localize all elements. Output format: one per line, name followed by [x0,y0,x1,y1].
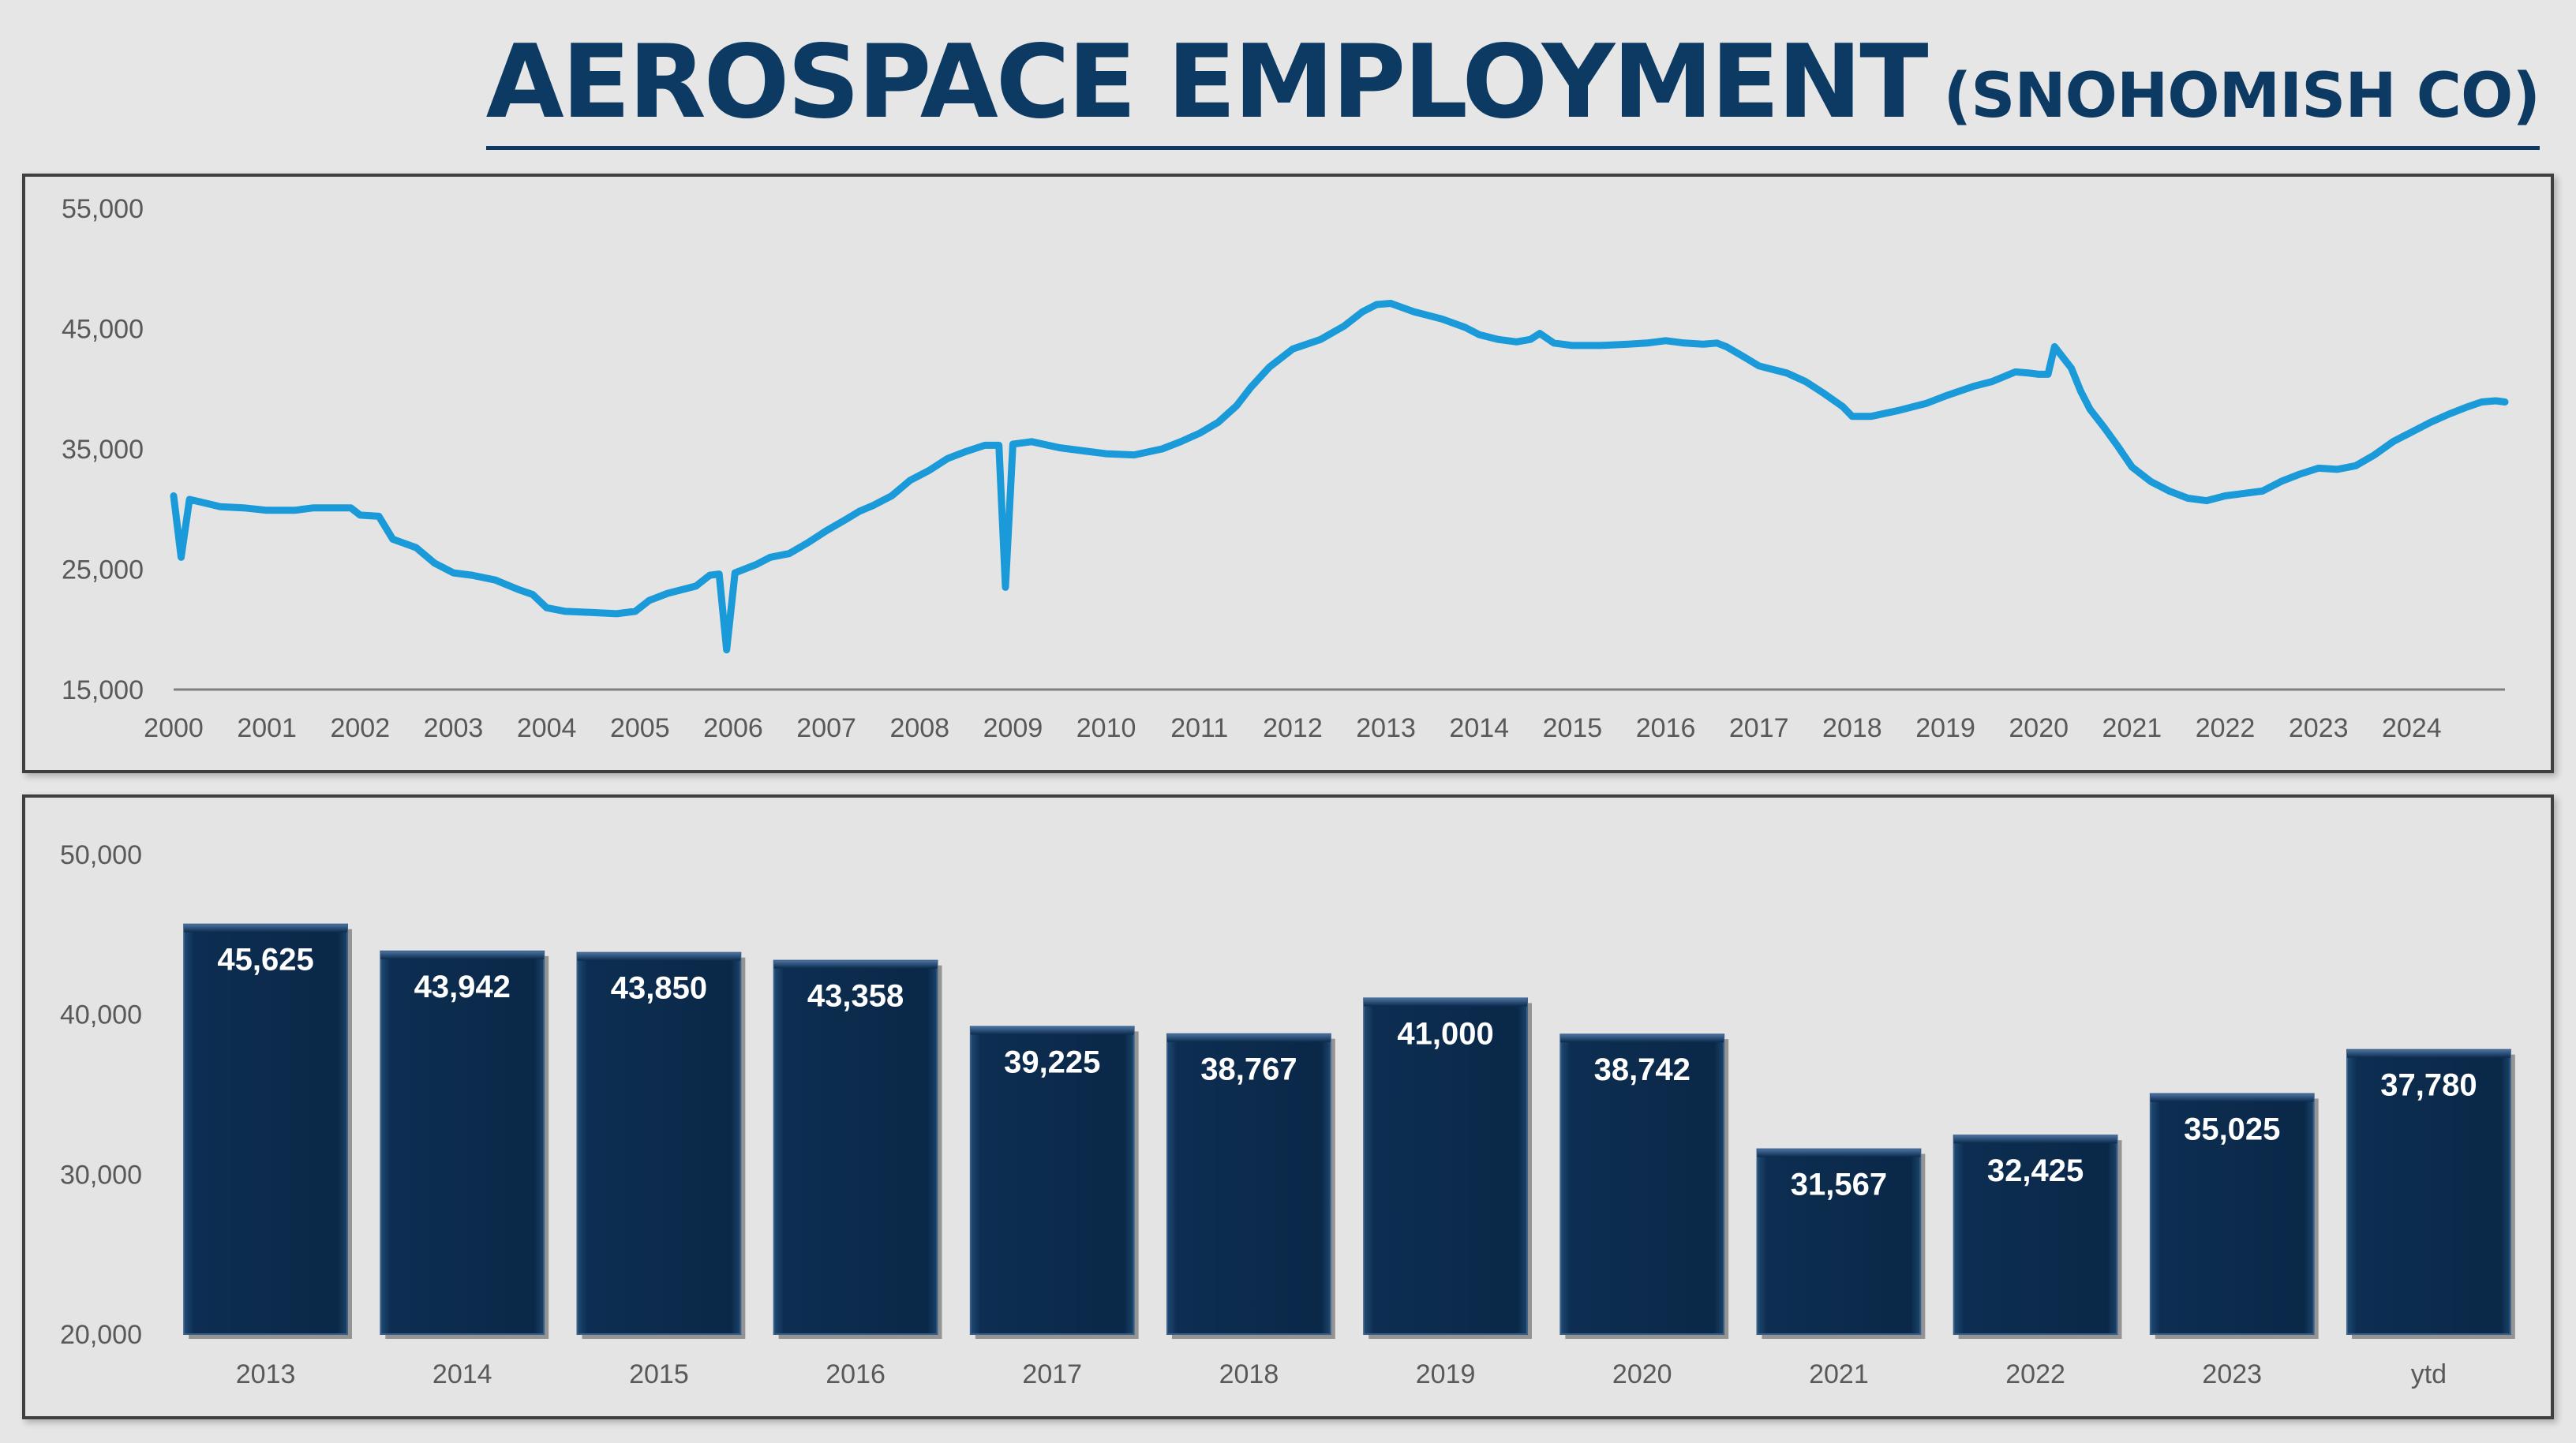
x-tick-label: 2008 [889,713,949,743]
bar-top-bevel [1560,1034,1724,1043]
x-tick-label: 2022 [2196,713,2256,743]
x-tick-label: 2005 [610,713,670,743]
x-tick-label: 2018 [1822,713,1882,743]
x-tick-label: 2020 [1612,1359,1672,1389]
y-tick-label: 20,000 [60,1320,142,1350]
bar [1166,1033,1331,1335]
bar [2346,1049,2511,1335]
bar-value-label: 31,567 [1791,1168,1887,1202]
bar-chart-panel: 20,000 30,000 40,000 50,000 45,625 2013 43,942… [22,794,2554,1419]
bar-top-bevel [1364,998,1527,1007]
x-tick-label: 2020 [2009,713,2069,743]
y-tick-label: 30,000 [60,1160,142,1190]
bar-top-bevel [2150,1093,2314,1102]
x-tick-label: 2002 [330,713,390,743]
x-tick-label: 2004 [517,713,577,743]
employment-line [170,300,2509,654]
y-tick-label: 25,000 [62,555,144,585]
bar-top-bevel [1167,1034,1331,1042]
x-tick-label: 2014 [432,1359,492,1389]
x-tick-label: 2003 [424,713,484,743]
bar-value-label: 43,850 [611,971,707,1006]
y-tick-label: 55,000 [62,194,144,224]
x-tick-label: 2006 [703,713,763,743]
bar [1953,1135,2118,1336]
bar-value-label: 43,942 [414,970,511,1004]
bar-value-label: 35,025 [2184,1112,2280,1146]
bar-value-label: 38,742 [1594,1052,1690,1087]
bar [1559,1034,1725,1335]
y-tick-label: 40,000 [60,1000,142,1030]
x-tick-label: 2017 [1022,1359,1082,1389]
bar [773,959,938,1335]
x-tick-label: 2007 [796,713,856,743]
bar [1756,1148,1922,1335]
bar [183,923,348,1335]
title-subtitle: (SNOHOMISH CO) [1943,61,2540,132]
x-tick-label: 2021 [1809,1359,1869,1389]
bar [380,950,545,1336]
x-tick-label: 2017 [1729,713,1789,743]
x-tick-label: 2024 [2382,713,2442,743]
x-tick-label: 2015 [1543,713,1603,743]
bar [1363,997,1528,1335]
bar-top-bevel [2347,1049,2510,1058]
bar-top-bevel [773,960,938,969]
x-tick-label: 2009 [983,713,1043,743]
x-tick-label: 2022 [2005,1359,2065,1389]
line-chart-panel: 15,000 25,000 35,000 45,000 55,000 2000 2001 20… [22,174,2554,773]
x-tick-label: 2010 [1076,713,1136,743]
title-main: AEROSPACE EMPLOYMENT [485,24,1929,141]
y-tick-label: 15,000 [62,675,144,705]
bar-top-bevel [184,924,347,933]
bar-top-bevel [970,1026,1134,1035]
x-tick-label: 2015 [629,1359,689,1389]
y-tick-label: 35,000 [62,435,144,465]
bar-chart: 20,000 30,000 40,000 50,000 45,625 2013 43,942… [60,840,2515,1389]
bar-top-bevel [1953,1135,2117,1144]
bar-value-label: 37,780 [2380,1068,2477,1103]
bar [576,951,742,1335]
x-tick-label: 2023 [2202,1359,2262,1389]
bar-value-label: 41,000 [1397,1016,1493,1051]
x-tick-label: 2016 [1636,713,1696,743]
x-tick-label: 2023 [2289,713,2349,743]
x-tick-label: 2013 [236,1359,296,1389]
x-tick-label: 2021 [2102,713,2162,743]
x-tick-label: 2013 [1356,713,1416,743]
bar-value-label: 39,225 [1004,1045,1100,1079]
bar-top-bevel [380,951,545,959]
bar-top-bevel [577,952,741,961]
bar [969,1026,1135,1335]
bar-value-label: 32,425 [1987,1153,2084,1188]
bar-value-label: 45,625 [217,943,313,978]
bar-top-bevel [1757,1149,1921,1157]
x-tick-label: 2001 [237,713,297,743]
y-tick-label: 50,000 [60,840,142,870]
line-chart: 15,000 25,000 35,000 45,000 55,000 2000 2001 20… [62,194,2509,743]
x-tick-label: ytd [2411,1359,2447,1389]
x-tick-label: 2012 [1263,713,1323,743]
bar-value-label: 38,767 [1200,1052,1297,1087]
x-tick-label: 2019 [1416,1359,1476,1389]
bar-value-label: 43,358 [807,979,904,1014]
x-tick-label: 2014 [1449,713,1509,743]
x-tick-label: 2016 [826,1359,886,1389]
x-tick-label: 2011 [1170,713,1228,743]
y-tick-label: 45,000 [62,315,144,345]
x-tick-label: 2000 [144,713,204,743]
page-title: AEROSPACE EMPLOYMENT (SNOHOMISH CO) [485,24,2540,150]
bar [2149,1093,2315,1335]
x-tick-label: 2018 [1219,1359,1279,1389]
x-tick-label: 2019 [1915,713,1975,743]
